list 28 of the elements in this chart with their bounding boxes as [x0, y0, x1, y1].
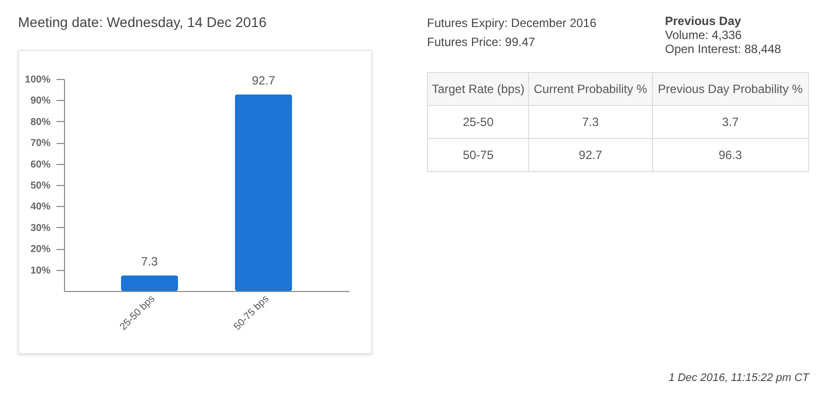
data-label: 7.3 — [141, 254, 158, 269]
text: 1 Dec 2016, 11:15:22 pm CT — [668, 372, 809, 384]
y-tick-label: 30% — [30, 222, 51, 234]
category-label: 25-50 — [428, 106, 529, 138]
text: Current Probability % — [528, 72, 652, 106]
y-tick-label: 40% — [30, 202, 51, 213]
text: Volume: 4,336 — [665, 28, 742, 42]
y-tick-label: 90% — [30, 96, 51, 107]
y-tick-label: 60% — [30, 159, 51, 170]
text: Futures Expiry: December 2016 — [427, 16, 596, 30]
data-label: 3.7 — [652, 106, 808, 138]
text: Previous Day Probability % — [652, 72, 808, 106]
y-tick-label: 20% — [30, 244, 51, 256]
text: Open Interest: 88,448 — [665, 42, 782, 56]
chart-title: Meeting date: Wednesday, 14 Dec 2016 — [18, 14, 267, 30]
text: Previous Day — [665, 14, 742, 28]
text: Futures Price: 99.47 — [427, 35, 536, 49]
y-tick-label: 100% — [24, 74, 51, 86]
data-label: 92.7 — [252, 73, 276, 88]
data-label: 96.3 — [652, 138, 808, 172]
category-label: 50-75 — [428, 138, 529, 172]
y-tick-label: 10% — [30, 265, 51, 276]
data-label: 7.3 — [528, 106, 652, 138]
y-tick-label: 50% — [30, 180, 51, 192]
y-tick-label: 80% — [30, 116, 51, 128]
text: Target Rate (bps) — [428, 72, 529, 106]
data-label: 92.7 — [528, 138, 652, 172]
y-tick-label: 70% — [30, 138, 51, 150]
